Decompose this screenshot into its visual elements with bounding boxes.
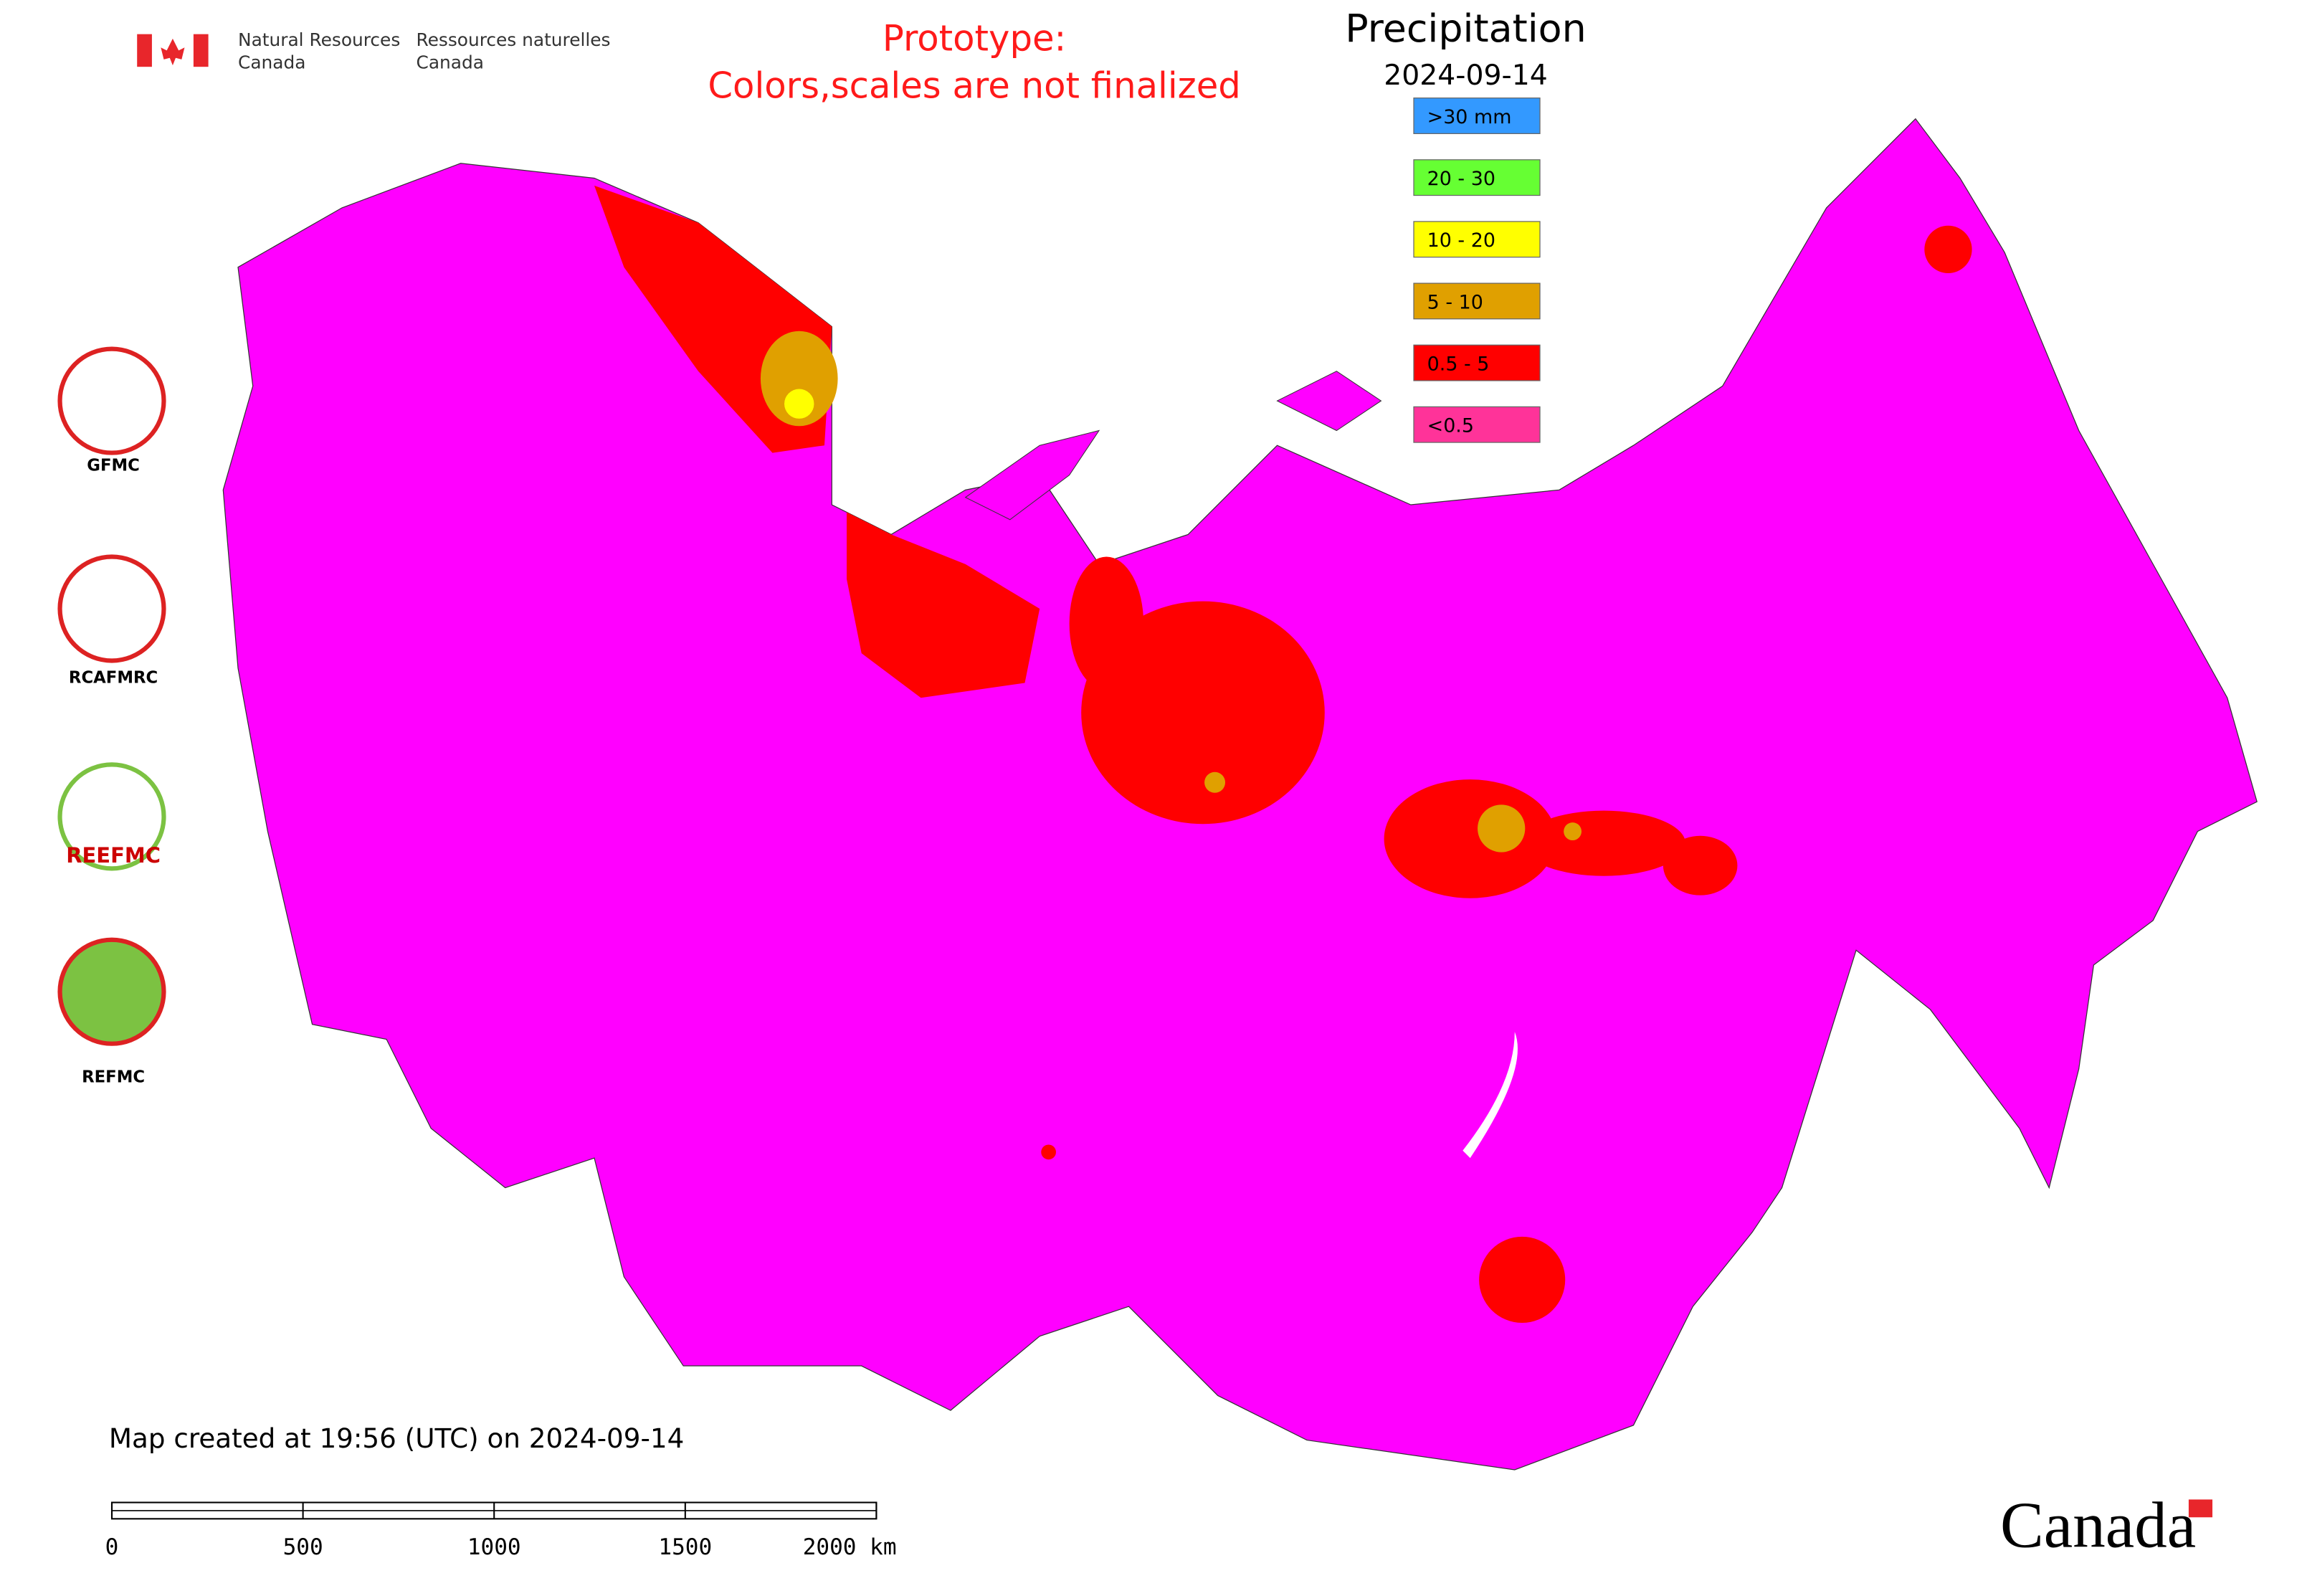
scale-label: 0 [105,1534,119,1560]
agency-en-1: Natural Resources [238,29,400,50]
agency-fr-2: Canada [417,52,484,72]
scale-bar: 0 500 1000 1500 2000 km [105,1501,897,1560]
legend-label: 5 - 10 [1427,291,1483,313]
legend-swatch [1413,159,1541,196]
notice-1: Prototype: [883,17,1066,59]
notice-2: Colors,scales are not finalized [708,65,1240,107]
agency-fr-1: Ressources naturelles [417,29,611,50]
legend-date: 2024-09-14 [1384,59,1548,92]
legend-label: <0.5 [1427,415,1474,437]
logo-emblem [57,937,166,1046]
logo-emblem [57,762,166,871]
legend-swatch [1413,98,1541,134]
flag [137,34,209,67]
logo-emblem [57,346,166,455]
legend-swatch [1413,282,1541,320]
legend-swatch [1413,406,1541,443]
legend-label: 10 - 20 [1427,229,1495,252]
legend-label: 20 - 30 [1427,168,1495,190]
legend-label: >30 mm [1427,106,1512,128]
scale-label: 1000 [467,1534,521,1560]
legend-label: 0.5 - 5 [1427,353,1490,375]
logo-label: REEFMC [66,843,161,868]
precip-areas [594,185,1972,1323]
legend-swatch [1413,344,1541,381]
scale-label: 2000 km [803,1534,897,1560]
legend-title: Precipitation [1345,6,1586,51]
agency-en-2: Canada [238,52,305,72]
logos: GFMC RCAFMRC REEFMC REFMC [57,346,166,1087]
logo-label: RCAFMRC [69,669,158,688]
logo-emblem [57,554,166,663]
created-note: Map created at 19:56 (UTC) on 2024-09-14 [109,1422,684,1454]
logo-label: REFMC [82,1068,145,1087]
canada-wordmark: Canada [2000,1489,2196,1562]
wordmark-flag [2188,1499,2213,1518]
scale-label: 1500 [658,1534,712,1560]
legend: >30 mm 20 - 30 10 - 20 5 - 10 0.5 - 5 <0.5 [1413,98,1541,443]
scale-label: 500 [283,1534,323,1560]
legend-swatch [1413,221,1541,258]
logo-label: GFMC [87,456,140,475]
